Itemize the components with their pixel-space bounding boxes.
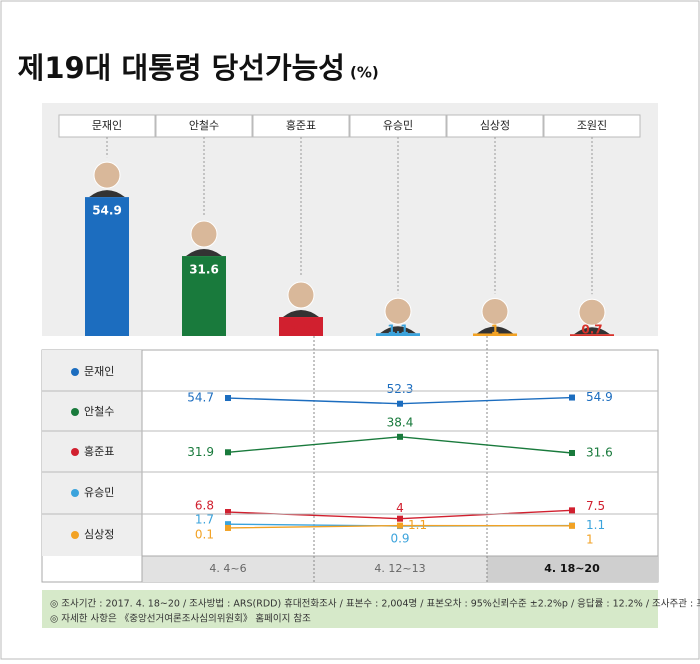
value-label: 1.7 (195, 513, 214, 527)
x-tick-label: 4. 18~20 (544, 562, 600, 575)
point (569, 449, 575, 456)
avatar (190, 220, 218, 248)
point (397, 400, 403, 407)
bar (279, 317, 323, 336)
bar (376, 333, 420, 336)
x-tick-label: 4. 12~13 (374, 562, 425, 575)
avatar-body (380, 326, 416, 334)
legend-label: 안철수 (84, 405, 114, 418)
point (397, 522, 403, 529)
legend-dot (71, 531, 79, 539)
value-label: 31.6 (189, 263, 219, 277)
point (569, 522, 575, 529)
value-label: 6.8 (195, 499, 214, 513)
legend-label: 유승민 (84, 486, 114, 499)
legend-label: 홍준표 (84, 444, 114, 458)
value-label: 0.9 (390, 532, 409, 546)
value-label: 1.1 (387, 323, 408, 337)
bar-panel (42, 103, 658, 336)
bar (473, 333, 517, 336)
x-tick-label: 4. 4~6 (209, 562, 246, 575)
avatar (93, 161, 121, 189)
title: 제19대 대통령 당선가능성 (18, 51, 345, 85)
point (569, 507, 575, 514)
value-label: 54.7 (187, 391, 214, 405)
avatar (481, 297, 509, 325)
point (397, 515, 403, 522)
legend-dot (71, 408, 79, 416)
value-label: 7.5 (290, 323, 311, 337)
legend-label: 심상정 (84, 528, 114, 541)
x-axis-highlight (487, 556, 658, 582)
legend-label: 문재인 (84, 365, 114, 378)
avatar-body (283, 310, 319, 318)
category-label: 홍준표 (286, 118, 316, 132)
avatar-body (477, 326, 513, 334)
point (569, 394, 575, 401)
legend-dot (71, 489, 79, 497)
legend-dot (71, 448, 79, 456)
value-label: 54.9 (586, 390, 613, 404)
value-label: 54.9 (92, 204, 122, 218)
footer-line: ◎ 자세한 사항은 《중앙선거여론조사심의위원회》 홈페이지 참조 (50, 613, 311, 625)
value-label: 0.1 (195, 527, 214, 541)
point (225, 509, 231, 516)
value-label: 1 (586, 532, 594, 546)
category-label: 조원진 (577, 119, 607, 132)
value-label: 31.6 (586, 445, 613, 459)
value-label: 38.4 (387, 415, 414, 429)
avatar-body (89, 190, 125, 198)
value-label: 52.3 (387, 382, 414, 396)
point (225, 524, 231, 531)
footer-box (42, 590, 658, 628)
avatar-body (186, 249, 222, 257)
point (225, 521, 231, 528)
point (225, 395, 231, 402)
bar (85, 197, 129, 336)
category-label: 문재인 (92, 119, 122, 132)
value-label: 4 (396, 501, 404, 515)
footer-line: ◎ 조사기간 : 2017. 4. 18~20 / 조사방법 : ARS(RDD… (50, 598, 700, 610)
bar (182, 256, 226, 336)
value-label: 1.1 (586, 518, 605, 532)
bar (570, 334, 614, 336)
table-panel (41, 349, 659, 583)
avatar (578, 298, 606, 326)
value-label: 0.7 (581, 323, 602, 337)
value-label: 31.9 (187, 445, 214, 459)
avatar (287, 281, 315, 309)
value-label: 1 (491, 323, 499, 337)
category-label: 심상정 (480, 119, 510, 132)
value-label: 1.1 (408, 518, 427, 532)
category-label: 유승민 (383, 119, 413, 132)
unit: (%) (350, 64, 379, 82)
avatar (384, 297, 412, 325)
legend-dot (71, 368, 79, 376)
point (225, 449, 231, 456)
value-label: 7.5 (586, 499, 605, 513)
legend-column (42, 350, 142, 556)
avatar-body (574, 327, 610, 335)
point (397, 433, 403, 440)
category-label: 안철수 (189, 119, 219, 132)
